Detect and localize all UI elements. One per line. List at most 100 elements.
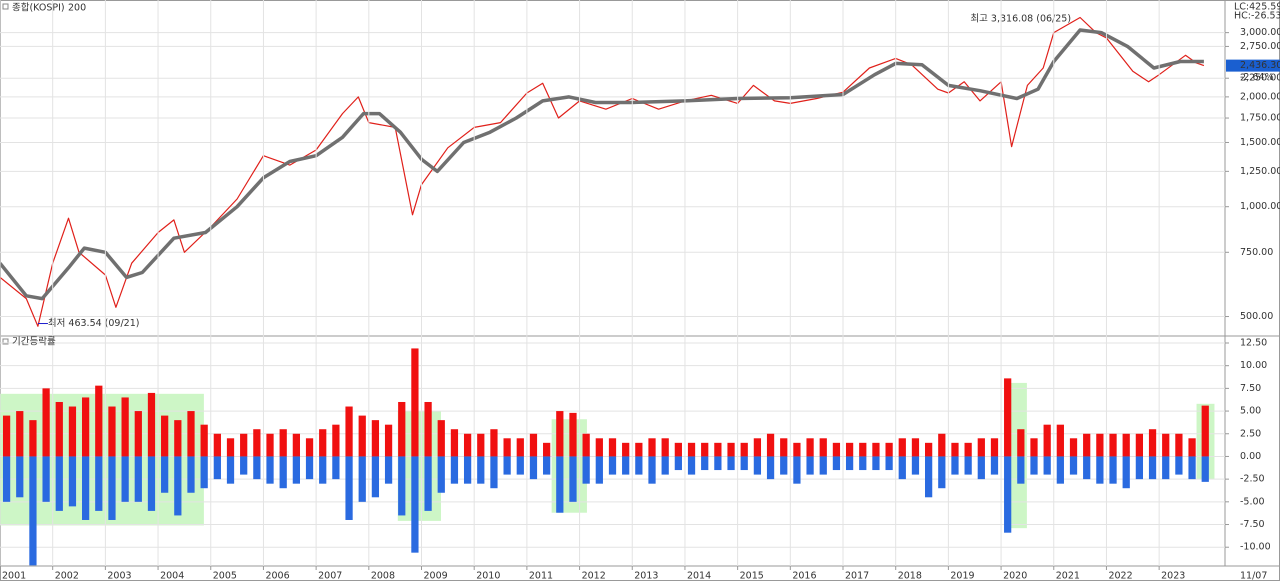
change-bar [68, 456, 77, 507]
change-bar [411, 456, 419, 553]
change-bar [279, 456, 287, 489]
change-bar [42, 388, 50, 457]
change-bar [503, 456, 511, 475]
panel-icon [2, 338, 9, 345]
lc-label: LC:425.59 [1234, 2, 1280, 13]
change-bar [727, 442, 735, 457]
change-bar [2, 415, 11, 457]
change-bar [95, 385, 103, 457]
change-bar [187, 411, 195, 457]
change-bar [990, 438, 999, 457]
change-bar [977, 456, 985, 480]
change-bar [1083, 433, 1091, 457]
change-bar [1096, 433, 1104, 457]
change-bar [121, 397, 129, 457]
change-bar [1148, 456, 1157, 480]
change-bar [529, 433, 538, 457]
change-label: -2.64% [1240, 72, 1274, 83]
legend-label: 종합(KOSPI) [12, 3, 65, 14]
change-bar [305, 438, 314, 457]
change-bar [925, 442, 933, 457]
change-bar [635, 442, 643, 457]
change-bar [1004, 456, 1012, 533]
y-tick-label: 7.50 [1240, 383, 1261, 394]
change-bar [1122, 433, 1130, 457]
change-bar [81, 456, 90, 520]
change-bar [371, 420, 380, 457]
change-bar [701, 456, 709, 471]
change-bar [437, 420, 445, 457]
change-bar [661, 438, 669, 457]
change-bar [384, 456, 393, 484]
x-tick-label: 2022 [1108, 571, 1132, 581]
change-bar [569, 412, 577, 457]
change-bar [780, 438, 788, 457]
change-bar [898, 456, 906, 480]
change-bar [938, 433, 946, 457]
change-bar [859, 456, 867, 471]
change-bar [793, 442, 801, 457]
change-bar [648, 456, 656, 484]
change-bar [674, 456, 682, 471]
last-price-label: 2,436.30 [1240, 60, 1280, 71]
annotation: 최저 463.54 (09/21) [48, 318, 140, 329]
x-tick-label: 2011 [529, 571, 553, 581]
y-tick-label: 2.50 [1240, 428, 1261, 439]
change-bar [108, 456, 116, 520]
change-bar [990, 456, 999, 475]
y-tick-label: 2,250.00 [1240, 73, 1280, 84]
y-tick-label: 1,500.00 [1240, 137, 1280, 148]
change-bar [147, 456, 156, 511]
y-tick-label: 750.00 [1240, 247, 1273, 258]
change-bar [42, 456, 50, 502]
change-bar [1201, 456, 1209, 482]
change-bar [68, 406, 77, 457]
change-bar [200, 424, 208, 457]
change-bar [543, 442, 551, 457]
change-bar [332, 456, 340, 480]
change-bar [305, 456, 314, 480]
date-label: 11/07 [1240, 571, 1267, 581]
y-tick-label: 2,750.00 [1240, 41, 1280, 52]
change-bar [701, 442, 709, 457]
moving-average-line [0, 28, 1204, 301]
change-bar [187, 456, 195, 493]
annotation: 최고 3,316.08 (06/25) [970, 13, 1071, 24]
change-bar [200, 456, 208, 489]
change-bar [134, 411, 142, 457]
change-bar [1056, 424, 1064, 457]
change-bar [424, 456, 432, 511]
change-bar [608, 456, 617, 475]
change-bar [371, 456, 380, 498]
x-tick-label: 2007 [318, 571, 342, 581]
change-bar [753, 438, 762, 457]
change-bar [226, 456, 235, 484]
x-tick-label: 2001 [2, 571, 26, 581]
change-bar [727, 456, 735, 471]
change-bar [951, 456, 959, 475]
change-bar [1175, 433, 1183, 457]
change-bar [1175, 456, 1183, 475]
y-tick-label: 0.00 [1240, 451, 1261, 462]
change-bar [845, 442, 854, 457]
change-bar [714, 456, 722, 471]
change-bar [556, 456, 564, 513]
change-bar [608, 438, 617, 457]
change-bar [16, 411, 24, 457]
change-bar [1004, 378, 1012, 457]
y-tick-label: -5.00 [1240, 496, 1265, 507]
x-tick-label: 2017 [845, 571, 869, 581]
hc-label: HC:-26.53 [1234, 11, 1280, 22]
change-bar [450, 456, 459, 484]
change-bar [213, 456, 221, 480]
change-bar [872, 442, 880, 457]
y-tick-label: 1,250.00 [1240, 166, 1280, 177]
change-bar [29, 456, 37, 566]
change-bar [147, 392, 156, 457]
change-bar [121, 456, 129, 502]
change-bar [1083, 456, 1091, 480]
change-bar [266, 433, 274, 457]
change-bar [477, 456, 485, 484]
